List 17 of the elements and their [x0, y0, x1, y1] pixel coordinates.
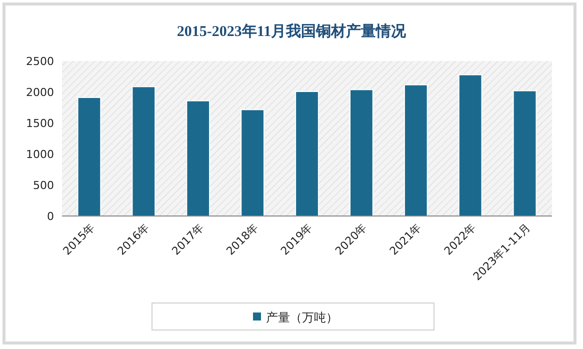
bar — [350, 89, 374, 216]
bar — [295, 91, 319, 216]
y-tick-label: 2000 — [26, 86, 54, 99]
y-tick-label: 0 — [47, 210, 54, 223]
bar — [186, 100, 210, 216]
y-tick-label: 2500 — [26, 55, 54, 68]
bar — [77, 96, 102, 216]
y-tick-label: 1500 — [26, 117, 54, 130]
bar — [132, 86, 156, 216]
bar — [512, 90, 537, 216]
bar — [240, 109, 264, 216]
bar — [458, 74, 482, 216]
y-tick-label: 1000 — [26, 148, 54, 161]
bar — [404, 84, 428, 216]
chart-title: 2015-2023年11月我国铜材产量情况 — [176, 23, 408, 40]
y-tick-label: 500 — [33, 179, 54, 192]
legend-label: 产量（万吨） — [266, 310, 338, 324]
